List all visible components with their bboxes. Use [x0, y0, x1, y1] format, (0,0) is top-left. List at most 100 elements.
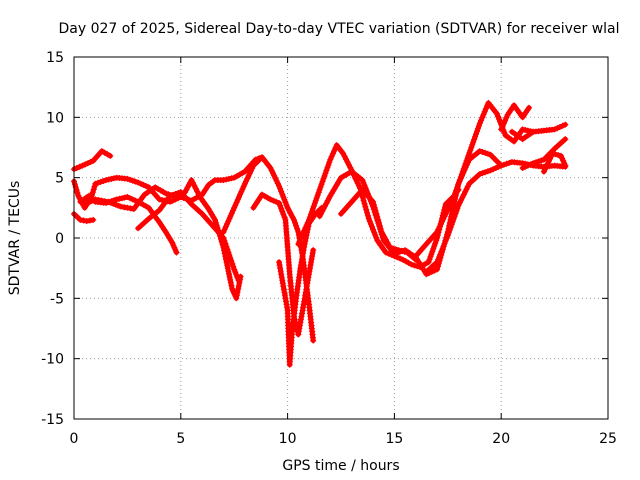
- plus-marker: [100, 178, 107, 184]
- plus-marker: [87, 217, 93, 224]
- plus-marker: [230, 207, 236, 214]
- plus-marker: [298, 233, 305, 239]
- plus-marker: [249, 165, 256, 172]
- plus-marker: [220, 229, 227, 235]
- plus-marker: [300, 230, 306, 237]
- plus-marker: [327, 156, 334, 163]
- plus-marker: [225, 249, 232, 256]
- plus-marker: [273, 177, 280, 184]
- plus-marker: [475, 123, 482, 129]
- plus-marker: [302, 224, 309, 231]
- plus-marker: [113, 196, 120, 203]
- plus-marker: [463, 157, 470, 164]
- plus-marker: [107, 152, 114, 159]
- plus-marker: [437, 221, 444, 228]
- plus-marker: [474, 128, 480, 135]
- plus-marker: [276, 183, 283, 190]
- plus-marker: [308, 256, 315, 263]
- plus-marker: [439, 245, 446, 252]
- plus-marker: [291, 216, 297, 223]
- plus-marker: [547, 155, 553, 162]
- plus-marker: [530, 160, 537, 167]
- plus-marker: [248, 167, 254, 174]
- plus-marker: [118, 203, 124, 210]
- plus-marker: [121, 194, 128, 201]
- plus-marker: [544, 160, 551, 167]
- plus-marker: [87, 159, 94, 165]
- plus-marker: [301, 241, 308, 247]
- plus-marker: [307, 211, 314, 218]
- x-axis-label: GPS time / hours: [282, 458, 399, 474]
- plus-marker: [328, 153, 335, 160]
- plus-marker: [411, 262, 418, 269]
- plus-marker: [460, 191, 467, 198]
- plus-marker: [111, 175, 117, 182]
- plus-marker: [426, 256, 433, 263]
- plus-marker: [385, 242, 392, 248]
- plus-marker: [278, 188, 285, 195]
- plus-marker: [460, 166, 467, 172]
- plus-marker: [522, 127, 529, 133]
- plus-marker: [458, 171, 465, 178]
- plus-marker: [364, 209, 371, 216]
- plus-marker: [464, 155, 471, 162]
- plus-marker: [329, 150, 336, 157]
- plus-marker: [445, 205, 452, 212]
- plus-marker: [312, 197, 319, 204]
- plus-marker: [244, 175, 251, 182]
- x-tick-label: 25: [599, 431, 617, 447]
- plus-marker: [77, 216, 84, 223]
- plus-marker: [369, 223, 375, 230]
- plus-marker: [459, 168, 466, 175]
- plus-marker: [301, 227, 308, 234]
- plus-marker: [455, 182, 461, 188]
- plus-marker: [401, 248, 408, 255]
- plus-marker: [466, 149, 473, 156]
- plus-marker: [227, 212, 234, 219]
- plus-marker: [84, 200, 91, 206]
- plus-marker: [83, 218, 90, 225]
- plus-marker: [220, 177, 227, 184]
- plus-marker: [280, 194, 287, 200]
- plus-marker: [373, 234, 380, 241]
- series-track-18: [540, 150, 569, 175]
- plus-marker: [232, 269, 239, 276]
- plus-marker: [450, 216, 457, 223]
- series-track-17: [519, 136, 569, 171]
- plus-marker: [92, 196, 99, 203]
- plus-marker: [397, 255, 404, 262]
- plus-marker: [175, 190, 182, 197]
- plus-marker: [281, 196, 288, 203]
- plus-marker: [274, 180, 281, 187]
- plus-marker: [464, 183, 471, 190]
- plus-marker: [324, 164, 331, 171]
- plus-marker: [362, 203, 369, 210]
- plus-marker: [526, 104, 532, 111]
- plus-marker: [467, 147, 474, 154]
- plus-marker: [143, 183, 150, 190]
- plus-marker: [280, 283, 287, 290]
- plus-marker: [316, 186, 323, 193]
- plus-marker: [502, 117, 508, 124]
- plus-marker: [90, 186, 97, 193]
- plus-marker: [73, 187, 80, 193]
- plus-marker: [443, 208, 450, 215]
- plus-marker: [364, 212, 371, 219]
- plus-marker: [427, 253, 434, 260]
- plus-marker: [498, 126, 505, 133]
- plus-marker: [235, 194, 242, 201]
- plus-marker: [506, 159, 513, 166]
- plus-marker: [226, 252, 233, 259]
- plus-marker: [162, 190, 169, 197]
- plus-marker: [76, 163, 83, 170]
- plus-marker: [450, 195, 456, 202]
- plus-marker: [361, 182, 368, 189]
- plus-marker: [519, 165, 526, 171]
- plus-marker: [481, 108, 488, 115]
- ticks: 0 5 10 15 20 25 -15 -10 -5 0 5 10 15: [41, 50, 617, 447]
- plus-marker: [498, 162, 505, 169]
- plus-marker: [299, 256, 305, 263]
- plus-marker: [302, 238, 309, 245]
- plus-marker: [445, 229, 452, 236]
- plus-marker: [243, 178, 250, 185]
